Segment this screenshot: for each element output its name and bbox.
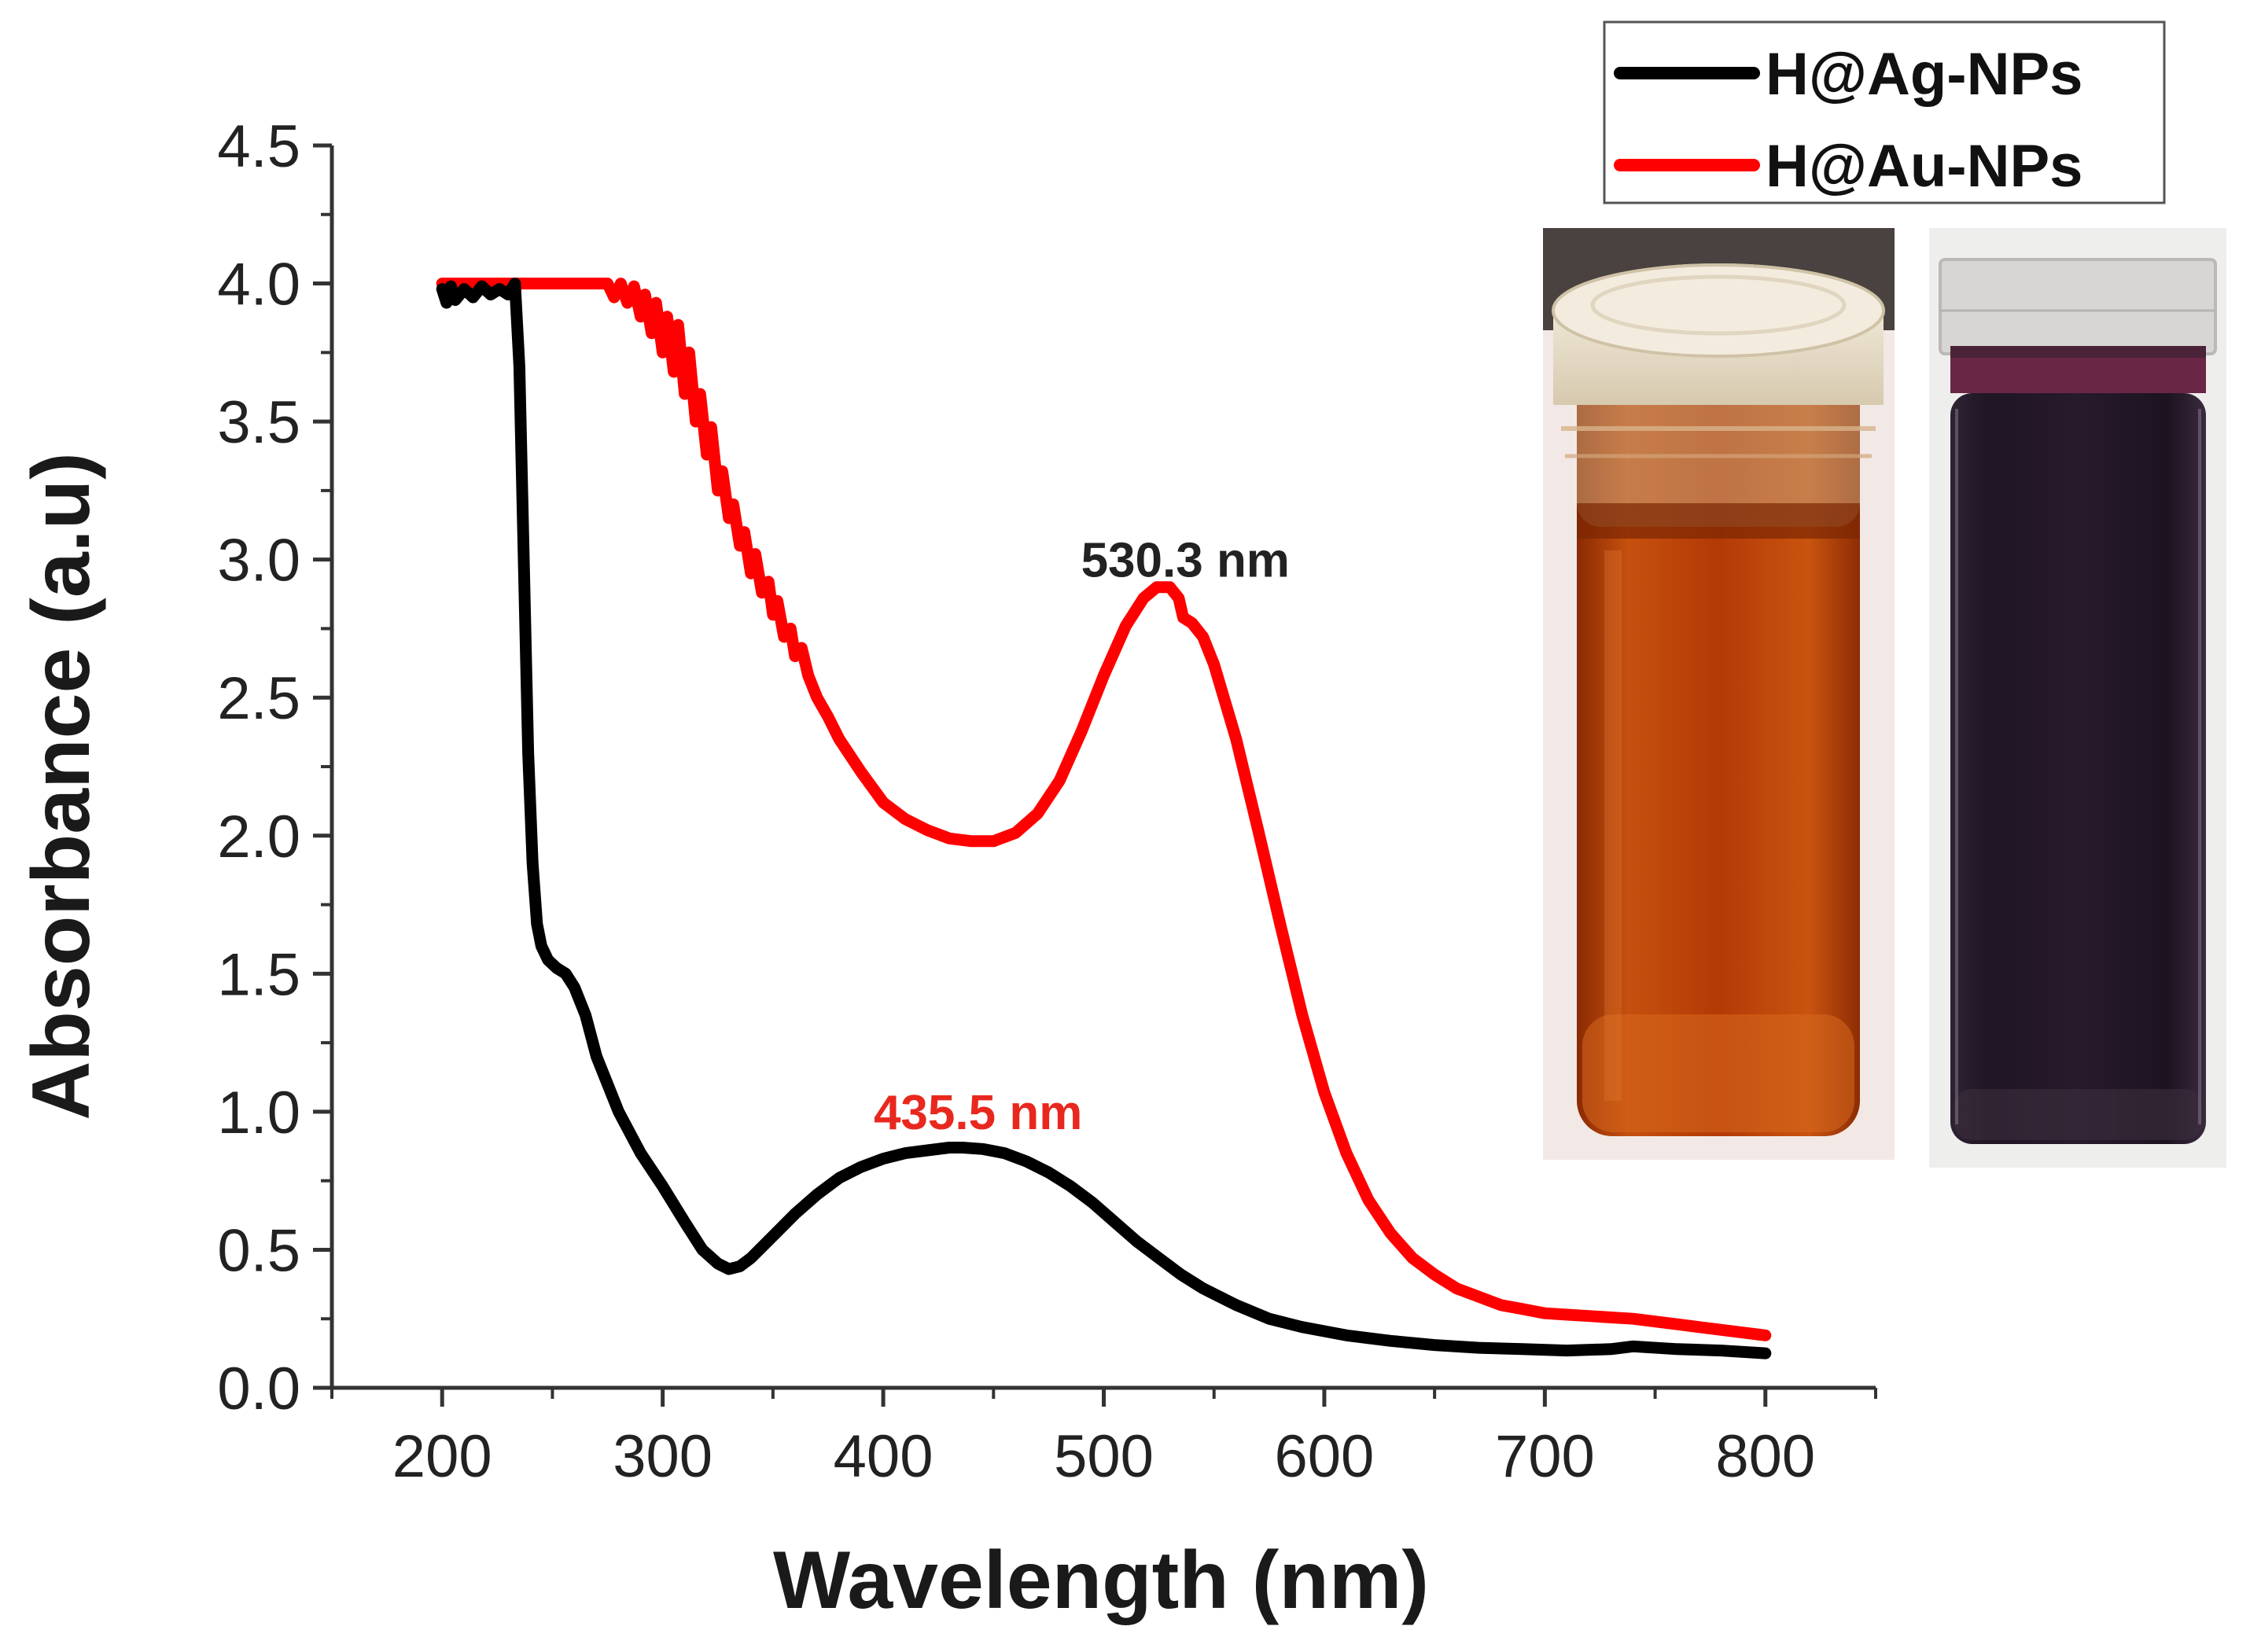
x-tick-label: 400 <box>834 1423 934 1490</box>
x-ticks: 200 300 400 500 600 700 800 <box>330 1388 1877 1490</box>
y-tick-label: 1.5 <box>217 941 300 1008</box>
photo-ag-nps-vial <box>1543 228 1895 1160</box>
series-layer <box>436 278 1772 1359</box>
y-tick-label: 3.5 <box>217 389 300 456</box>
legend-box <box>1603 20 2166 204</box>
x-tick-label: 600 <box>1275 1423 1375 1490</box>
legend-label-ag: H@Ag-NPs <box>1766 41 2082 108</box>
y-tick-label: 4.5 <box>217 113 300 180</box>
x-axis-title: Wavelength (nm) <box>773 1535 1429 1626</box>
legend: H@Ag-NPs H@Au-NPs <box>1603 20 2166 204</box>
y-tick-label: 0.5 <box>217 1217 300 1284</box>
legend-label-au: H@Au-NPs <box>1766 133 2082 200</box>
x-tick-label: 700 <box>1495 1423 1595 1490</box>
series-line-au-nps <box>436 278 1772 1341</box>
y-tick-label: 2.5 <box>217 665 300 732</box>
y-tick-label: 1.0 <box>217 1080 300 1146</box>
x-tick-label: 200 <box>392 1423 492 1490</box>
x-tick-label: 800 <box>1715 1423 1815 1490</box>
y-tick-label: 2.0 <box>217 804 300 870</box>
y-ticks: 0.0 0.5 1.0 1.5 2.0 2.5 3.0 3.5 4.0 4.5 <box>217 113 332 1422</box>
y-tick-label: 4.0 <box>217 252 300 318</box>
x-tick-label: 500 <box>1054 1423 1154 1490</box>
series-line-ag-nps <box>436 278 1772 1359</box>
y-axis-title: Absorbance (a.u) <box>16 452 107 1120</box>
y-tick-label: 0.0 <box>217 1356 300 1422</box>
photo-au-nps-vial <box>1929 228 2226 1168</box>
peak-label-435: 435.5 nm <box>874 1086 1082 1140</box>
y-tick-label: 3.0 <box>217 528 300 594</box>
peak-label-530: 530.3 nm <box>1081 534 1290 588</box>
x-tick-label: 300 <box>613 1423 713 1490</box>
